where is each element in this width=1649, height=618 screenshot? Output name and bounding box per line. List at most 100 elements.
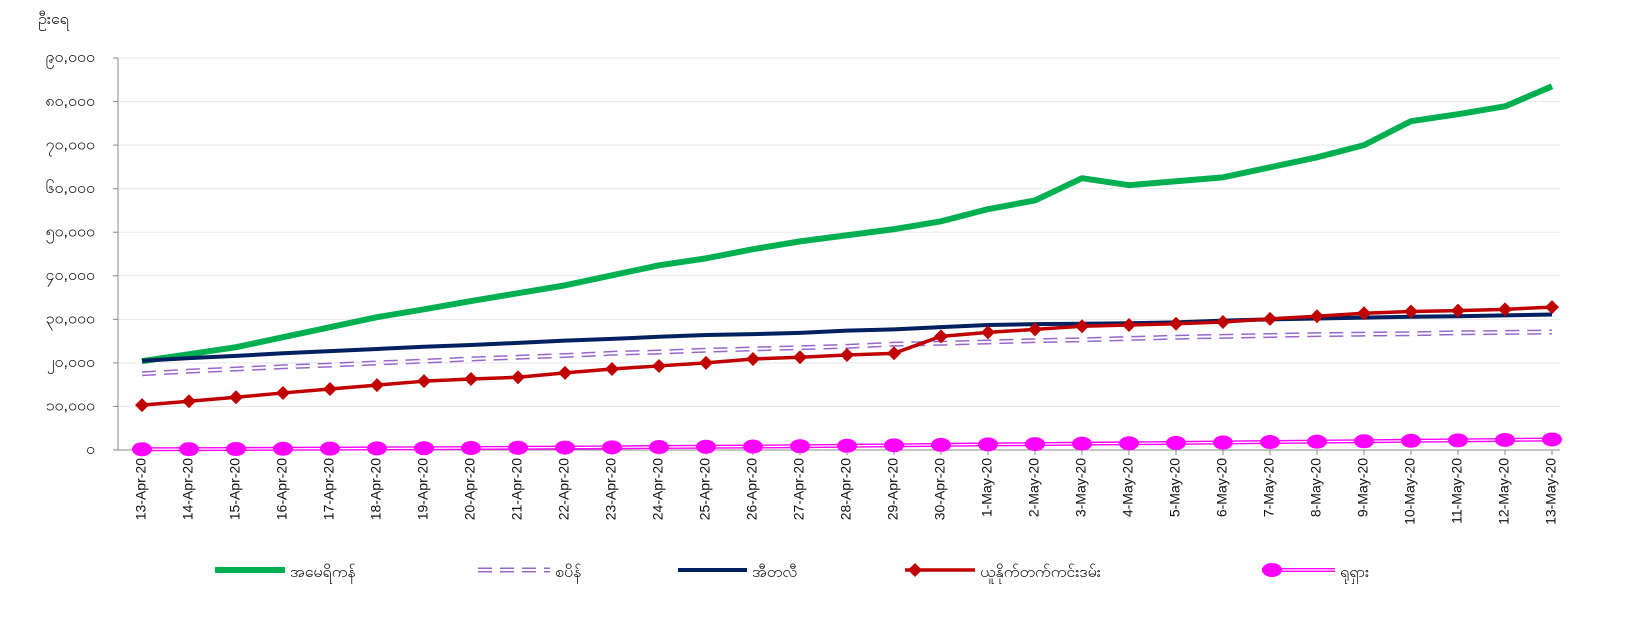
- x-tick-label: 24-Apr-20: [650, 458, 666, 520]
- marker: [1401, 433, 1421, 448]
- x-tick-label: 17-Apr-20: [321, 458, 337, 520]
- y-axis-title: ဦးရေ: [38, 10, 71, 31]
- x-tick-label: 21-Apr-20: [509, 458, 525, 520]
- marker: [699, 355, 713, 370]
- marker: [1119, 436, 1139, 451]
- y-tick-label: ၇၀,၀၀၀: [46, 136, 95, 156]
- marker: [1307, 434, 1327, 449]
- marker: [887, 346, 901, 361]
- x-tick-label: 28-Apr-20: [838, 458, 854, 520]
- marker: [790, 439, 810, 454]
- marker: [652, 358, 666, 373]
- marker: [323, 382, 337, 397]
- marker: [367, 441, 387, 456]
- x-tick-label: 26-Apr-20: [744, 458, 760, 520]
- marker: [602, 440, 622, 455]
- marker: [1213, 435, 1233, 450]
- marker: [840, 348, 854, 363]
- y-tick-label: ၈၀,၀၀၀: [45, 93, 95, 110]
- marker: [1542, 432, 1562, 447]
- marker: [508, 440, 528, 455]
- marker: [1028, 322, 1042, 337]
- x-tick-label: 13-May-20: [1543, 458, 1559, 525]
- series-line: [141, 83, 1554, 365]
- x-tick-label: 9-May-20: [1355, 458, 1371, 517]
- marker: [934, 329, 948, 344]
- x-tick-label: 16-Apr-20: [274, 458, 290, 520]
- marker: [1072, 436, 1092, 451]
- marker: [1260, 435, 1280, 450]
- x-tick-label: 19-Apr-20: [415, 458, 431, 520]
- marker: [746, 351, 760, 366]
- marker: [1310, 309, 1324, 324]
- legend-label: ရုရှား: [1340, 564, 1369, 584]
- marker: [1122, 317, 1136, 332]
- x-tick-label: 8-May-20: [1308, 458, 1324, 517]
- marker: [276, 385, 290, 400]
- marker: [1495, 432, 1515, 447]
- marker: [1025, 437, 1045, 452]
- x-tick-label: 30-Apr-20: [932, 458, 948, 520]
- x-tick-label: 3-May-20: [1073, 458, 1089, 517]
- x-tick-label: 7-May-20: [1261, 458, 1277, 517]
- marker: [743, 439, 763, 454]
- legend-label: ယူနိုက်တက်ကင်းဒမ်း: [980, 563, 1101, 584]
- marker: [1075, 319, 1089, 334]
- marker: [461, 441, 481, 456]
- marker: [414, 441, 434, 456]
- marker: [1448, 433, 1468, 448]
- marker: [1545, 300, 1559, 315]
- marker: [1262, 563, 1282, 577]
- legend-label: စပိန်: [555, 563, 582, 584]
- y-tick-label: ၆၀,၀၀၀: [46, 179, 95, 197]
- x-tick-label: 4-May-20: [1120, 458, 1136, 517]
- x-tick-label: 1-May-20: [979, 458, 995, 517]
- marker: [605, 361, 619, 376]
- marker: [555, 440, 575, 455]
- y-tick-label: ၀: [86, 441, 95, 458]
- x-tick-label: 29-Apr-20: [885, 458, 901, 520]
- x-tick-label: 11-May-20: [1449, 458, 1465, 524]
- marker: [229, 390, 243, 405]
- y-tick-label: ၅၀,၀၀၀: [46, 223, 95, 243]
- x-tick-label: 10-May-20: [1402, 458, 1418, 525]
- y-tick-label: ၄၀,၀၀၀: [46, 267, 95, 287]
- x-tick-label: 6-May-20: [1214, 458, 1230, 517]
- marker: [1263, 311, 1277, 326]
- marker: [182, 394, 196, 409]
- y-tick-label: ၉၀,၀၀၀: [46, 49, 95, 69]
- marker: [417, 374, 431, 389]
- marker: [1169, 316, 1183, 331]
- x-tick-label: 18-Apr-20: [368, 458, 384, 520]
- marker: [179, 442, 199, 457]
- marker: [511, 370, 525, 385]
- x-tick-label: 20-Apr-20: [462, 458, 478, 520]
- x-tick-label: 25-Apr-20: [697, 458, 713, 520]
- x-tick-label: 14-Apr-20: [180, 458, 196, 520]
- marker: [1354, 434, 1374, 449]
- y-tick-label: ၃၀,၀၀၀: [46, 311, 95, 331]
- marker: [464, 372, 478, 387]
- marker: [1216, 314, 1230, 329]
- marker: [132, 442, 152, 457]
- marker: [696, 439, 716, 454]
- x-tick-label: 5-May-20: [1167, 458, 1183, 517]
- marker: [1357, 306, 1371, 321]
- marker: [649, 440, 669, 455]
- marker: [978, 437, 998, 452]
- legend-label: အီတလီ: [752, 563, 797, 581]
- marker: [558, 365, 572, 380]
- x-tick-label: 15-Apr-20: [227, 458, 243, 520]
- marker: [884, 438, 904, 453]
- series-line: [141, 330, 1553, 375]
- x-tick-label: 22-Apr-20: [556, 458, 572, 520]
- x-tick-label: 27-Apr-20: [791, 458, 807, 520]
- marker: [1404, 304, 1418, 319]
- y-tick-label: ၁၀,၀၀၀: [46, 398, 95, 415]
- legend-label: အမေရိကန်: [290, 563, 356, 584]
- marker: [908, 563, 922, 577]
- marker: [837, 438, 857, 453]
- x-tick-label: 2-May-20: [1026, 458, 1042, 517]
- marker: [1451, 303, 1465, 318]
